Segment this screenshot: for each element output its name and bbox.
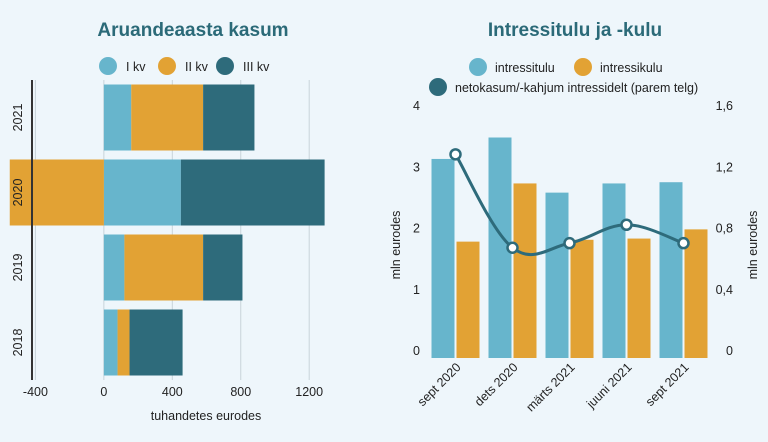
right-chart-right-y-tick-labels: 0 0,4 0,8 1,2 1,6 xyxy=(716,99,733,358)
right-chart-line-point-2 xyxy=(563,236,576,250)
left-chart-category-label: 2019 xyxy=(11,254,25,282)
right-chart-left-y-tick-labels: 0 1 2 3 4 xyxy=(413,99,420,358)
left-chart-category-labels: 2021 2020 2019 2018 xyxy=(11,104,25,357)
left-legend-label: I kv xyxy=(126,60,146,74)
right-chart-y-tick-label: 0 xyxy=(413,344,420,358)
right-chart-y-tick-label: 4 xyxy=(413,99,420,113)
left-legend-swatch-i-kv xyxy=(99,57,117,75)
left-chart-bar-2020-ii-kv xyxy=(9,159,104,226)
left-legend-swatch-ii-kv xyxy=(158,57,176,75)
right-chart-y2-tick-label: 1,2 xyxy=(716,160,733,174)
left-chart-bar-2018-ii-kv xyxy=(117,309,130,376)
right-chart-y2-tick-label: 0,8 xyxy=(716,222,733,236)
right-chart-line-point-0 xyxy=(449,148,462,161)
right-chart-y-tick-label: 1 xyxy=(413,283,420,297)
left-chart-x-tick-label: 400 xyxy=(162,385,183,399)
left-chart-bar-2020-i-kv xyxy=(103,159,181,226)
left-chart-category-label: 2020 xyxy=(11,179,25,207)
right-chart-bar-intressitulu-2 xyxy=(545,192,569,358)
left-chart-bar-2020-iii-kv xyxy=(180,159,325,226)
right-chart-bar-intressikulu-3 xyxy=(627,238,651,358)
right-chart-x-tick-label: märts 2021 xyxy=(524,360,578,414)
right-chart-x-tick-label: dets 2020 xyxy=(472,360,521,409)
right-chart-bar-intressitulu-4 xyxy=(659,182,683,358)
left-chart-bar-2019-i-kv xyxy=(103,234,125,301)
right-legend-swatch-intressikulu xyxy=(574,58,592,76)
right-chart-bar-intressikulu-1 xyxy=(513,183,537,358)
right-chart-bar-intressitulu-1 xyxy=(488,137,512,358)
right-legend-label: intressitulu xyxy=(495,61,555,75)
left-chart-x-tick-label: 0 xyxy=(100,385,107,399)
right-chart-x-tick-label: sept 2020 xyxy=(415,360,464,409)
left-chart-bar-2019-ii-kv xyxy=(124,234,204,301)
left-chart-bar-2019-iii-kv xyxy=(203,234,243,301)
left-legend-swatch-iii-kv xyxy=(216,57,234,75)
right-chart-bar-intressitulu-0 xyxy=(431,158,455,358)
left-chart-category-label: 2018 xyxy=(11,329,25,357)
right-chart-bar-intressikulu-4 xyxy=(684,229,708,358)
right-chart-y-tick-label: 2 xyxy=(413,222,420,236)
left-chart-category-label: 2021 xyxy=(11,104,25,132)
right-chart-bar-intressikulu-2 xyxy=(570,239,594,358)
right-legend-swatch-intressitulu xyxy=(469,58,487,76)
left-legend-label: II kv xyxy=(185,60,209,74)
right-chart-line-point-1 xyxy=(506,241,519,254)
right-chart-x-tick-label: juuni 2021 xyxy=(583,360,634,411)
left-chart-bar-2018-i-kv xyxy=(103,309,118,376)
left-chart-bar-2021-ii-kv xyxy=(131,84,204,151)
right-chart-bars xyxy=(431,137,708,358)
right-chart-right-y-axis-title: mln eurodes xyxy=(746,211,760,280)
right-chart-x-tick-labels: sept 2020 dets 2020 märts 2021 juuni 2021 se… xyxy=(415,360,692,414)
right-chart-line-point-4 xyxy=(677,236,690,250)
right-chart-title: Intressitulu ja -kulu xyxy=(488,20,662,41)
right-chart-x-tick-label: sept 2021 xyxy=(643,360,692,409)
left-legend-label: III kv xyxy=(243,60,270,74)
left-chart-x-tick-label: 1200 xyxy=(295,385,323,399)
left-chart-bars xyxy=(9,84,325,376)
right-chart-y2-tick-label: 0,4 xyxy=(716,283,733,297)
left-chart-bar-2021-iii-kv xyxy=(203,84,255,151)
right-chart-line-point-3 xyxy=(620,218,633,232)
right-chart-bar-intressitulu-3 xyxy=(602,183,626,358)
left-chart-x-axis-title: tuhandetes eurodes xyxy=(151,409,262,423)
right-chart-legend: intressitulu intressikulu netokasum/-kahju… xyxy=(429,58,698,96)
right-chart-bar-intressikulu-0 xyxy=(456,241,480,358)
left-chart-x-tick-label: 800 xyxy=(230,385,251,399)
left-chart-legend: I kv II kv III kv xyxy=(99,57,270,75)
right-legend-label: intressikulu xyxy=(600,61,663,75)
right-chart-line-series xyxy=(449,148,690,257)
right-chart-line-path xyxy=(454,153,685,257)
right-chart-y2-tick-label: 0 xyxy=(726,344,733,358)
left-chart-bar-2018-iii-kv xyxy=(129,309,183,376)
left-chart-x-tick-label: -400 xyxy=(23,385,48,399)
right-chart-left-y-axis-title: mln eurodes xyxy=(389,211,403,280)
right-chart-y-tick-label: 3 xyxy=(413,160,420,174)
left-chart-x-tick-labels: -400 0 400 800 1200 xyxy=(23,385,323,399)
right-legend-label: netokasum/-kahjum intressidelt (parem te… xyxy=(455,81,698,95)
right-chart-y2-tick-label: 1,6 xyxy=(716,99,733,113)
left-chart-title: Aruandeaasta kasum xyxy=(97,20,288,41)
left-chart-bar-2021-i-kv xyxy=(103,84,132,151)
right-legend-swatch-netokasum-kahjum-intressidelt-parem-telg xyxy=(429,78,447,96)
